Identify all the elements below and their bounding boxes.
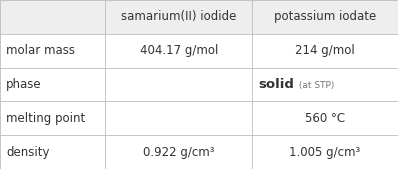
Bar [252,135,398,169]
Bar [105,0,252,34]
Text: 404.17 g/mol: 404.17 g/mol [140,44,218,57]
Text: (at STP): (at STP) [296,81,334,90]
Bar [0,0,105,34]
Text: molar mass: molar mass [6,44,75,57]
Bar [252,34,398,68]
Bar [0,101,105,135]
Bar [105,34,252,68]
Bar [105,68,252,101]
Text: 214 g/mol: 214 g/mol [295,44,355,57]
Bar [0,135,105,169]
Bar [0,68,105,101]
Bar [252,101,398,135]
Text: potassium iodate: potassium iodate [274,10,376,23]
Text: 560 °C: 560 °C [305,112,345,125]
Bar [252,0,398,34]
Text: 1.005 g/cm³: 1.005 g/cm³ [289,146,361,159]
Text: solid: solid [258,78,294,91]
Bar [105,101,252,135]
Bar [0,34,105,68]
Text: phase: phase [6,78,42,91]
Text: melting point: melting point [6,112,85,125]
Text: 0.922 g/cm³: 0.922 g/cm³ [143,146,215,159]
Bar [252,68,398,101]
Text: samarium(II) iodide: samarium(II) iodide [121,10,236,23]
Bar [105,135,252,169]
Text: density: density [6,146,49,159]
